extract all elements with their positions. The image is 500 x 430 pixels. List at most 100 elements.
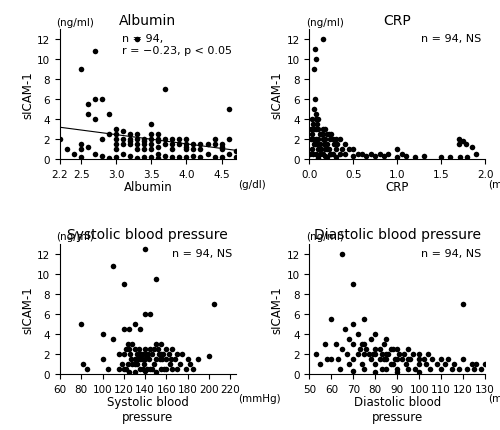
Point [338,346,346,353]
Point [334,356,342,362]
X-axis label: Diastolic blood
pressure: Diastolic blood pressure [354,395,441,423]
Point [232,154,239,161]
Point [345,147,353,154]
Point [168,136,176,143]
Text: n = 94, NS: n = 94, NS [421,248,482,258]
Text: n = 94,
r = −0.23, p < 0.05: n = 94, r = −0.23, p < 0.05 [122,34,232,55]
Point [112,147,120,154]
Point [140,141,148,148]
Point [314,117,322,123]
Point [420,356,428,362]
Point [218,141,226,148]
Point [329,151,337,158]
Point [328,316,336,322]
Point [136,351,144,358]
Point [320,37,328,43]
Point [141,356,149,362]
Point [468,361,476,368]
Point [402,154,410,160]
Point [70,151,78,158]
Point [184,356,192,362]
Point [314,141,322,148]
Point [350,321,358,328]
Point [328,132,336,138]
Point [384,151,392,158]
Point [312,117,320,123]
Point [140,361,148,368]
Point [194,356,202,362]
Point [114,351,122,358]
Point [404,366,412,372]
X-axis label: Systolic blood
pressure: Systolic blood pressure [107,395,188,423]
Point [136,356,144,362]
Point [396,351,404,358]
Point [354,331,362,338]
Point [472,361,480,368]
Point [309,151,317,158]
Point [166,361,173,368]
Point [190,147,198,154]
Point [358,361,366,368]
Point [428,356,436,362]
Point [80,361,88,368]
Point [393,147,401,154]
Point [321,154,329,160]
Point [98,136,106,143]
Point [136,366,144,372]
Point [393,154,401,161]
Point [318,136,326,143]
Point [314,122,322,129]
Point [371,361,379,368]
Point [122,346,130,353]
Point [371,369,379,375]
Point [210,141,218,148]
Point [158,356,166,362]
Point [450,361,458,368]
Point [338,147,346,154]
Point [393,366,401,372]
Point [146,346,154,353]
Point [224,151,232,158]
Point [124,341,132,347]
Point [120,351,128,358]
Point [320,132,328,138]
Point [342,351,350,358]
Point [454,141,462,148]
Text: (ng/ml): (ng/ml) [306,232,344,242]
Point [321,126,329,133]
Point [380,341,388,347]
Point [367,356,375,362]
Point [162,86,170,93]
Point [415,369,423,375]
Point [317,147,325,154]
Point [364,351,372,358]
Point [336,366,344,372]
Point [400,351,408,358]
Point [136,326,144,333]
Point [168,366,176,372]
Point [128,361,136,368]
Point [91,49,99,55]
Point [77,147,85,154]
Point [314,147,322,154]
Point [356,346,364,353]
Point [157,366,165,372]
Point [154,156,162,163]
Point [157,351,165,358]
Point [398,356,406,362]
Point [154,136,162,143]
Point [210,136,218,143]
Point [310,67,318,74]
Point [114,366,122,372]
Point [176,141,184,148]
Point [162,356,170,362]
Point [154,346,162,353]
Point [134,37,141,43]
Text: (ng/ml): (ng/ml) [56,18,94,28]
Point [336,136,344,143]
Point [218,154,226,161]
Point [404,356,412,362]
Point [393,356,401,362]
Text: (ng/ml): (ng/ml) [306,18,344,28]
Point [411,154,419,161]
